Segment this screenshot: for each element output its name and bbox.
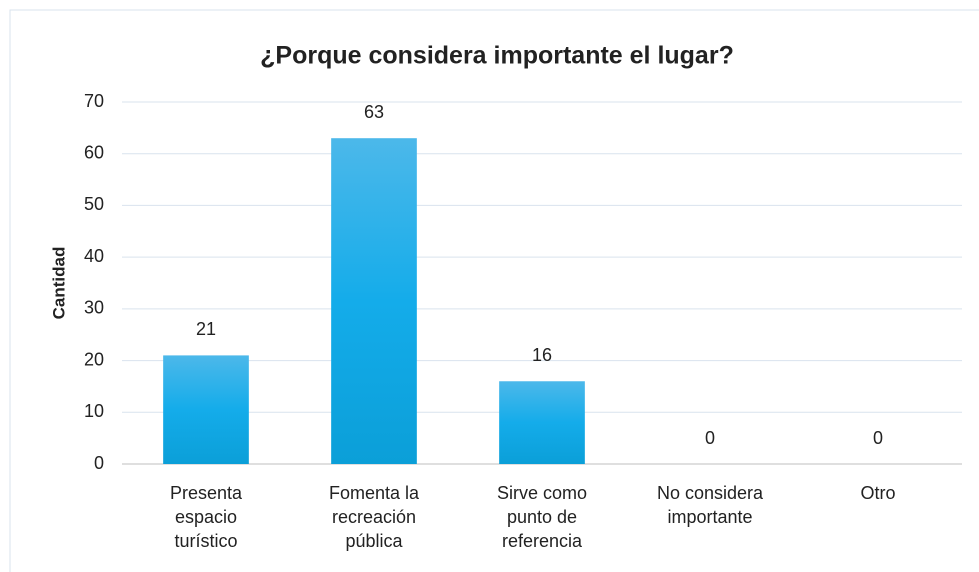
data-label: 0 <box>873 428 883 448</box>
bar <box>499 381 585 464</box>
y-axis-label: Cantidad <box>49 247 68 320</box>
y-tick-label: 70 <box>84 91 104 111</box>
y-tick-label: 10 <box>84 401 104 421</box>
x-tick-label: Otro <box>860 483 895 503</box>
data-label: 0 <box>705 428 715 448</box>
x-tick-label: Presenta espacio turístico <box>170 483 243 551</box>
bar <box>163 355 249 464</box>
y-tick-label: 20 <box>84 349 104 369</box>
x-tick-label: Fomenta la recreación pública <box>329 483 420 551</box>
y-tick-label: 40 <box>84 246 104 266</box>
x-tick-label: No considera importante <box>657 483 764 527</box>
chart-frame <box>9 9 979 572</box>
data-label: 16 <box>532 345 552 365</box>
bar <box>331 138 417 464</box>
chart-title: ¿Porque considera importante el lugar? <box>260 42 734 70</box>
data-label: 21 <box>196 319 216 339</box>
x-tick-label: Sirve como punto de referencia <box>497 483 587 551</box>
data-label: 63 <box>364 102 384 122</box>
y-tick-label: 50 <box>84 194 104 214</box>
y-tick-label: 60 <box>84 142 104 162</box>
y-tick-label: 30 <box>84 298 104 318</box>
y-tick-label: 0 <box>94 453 104 473</box>
